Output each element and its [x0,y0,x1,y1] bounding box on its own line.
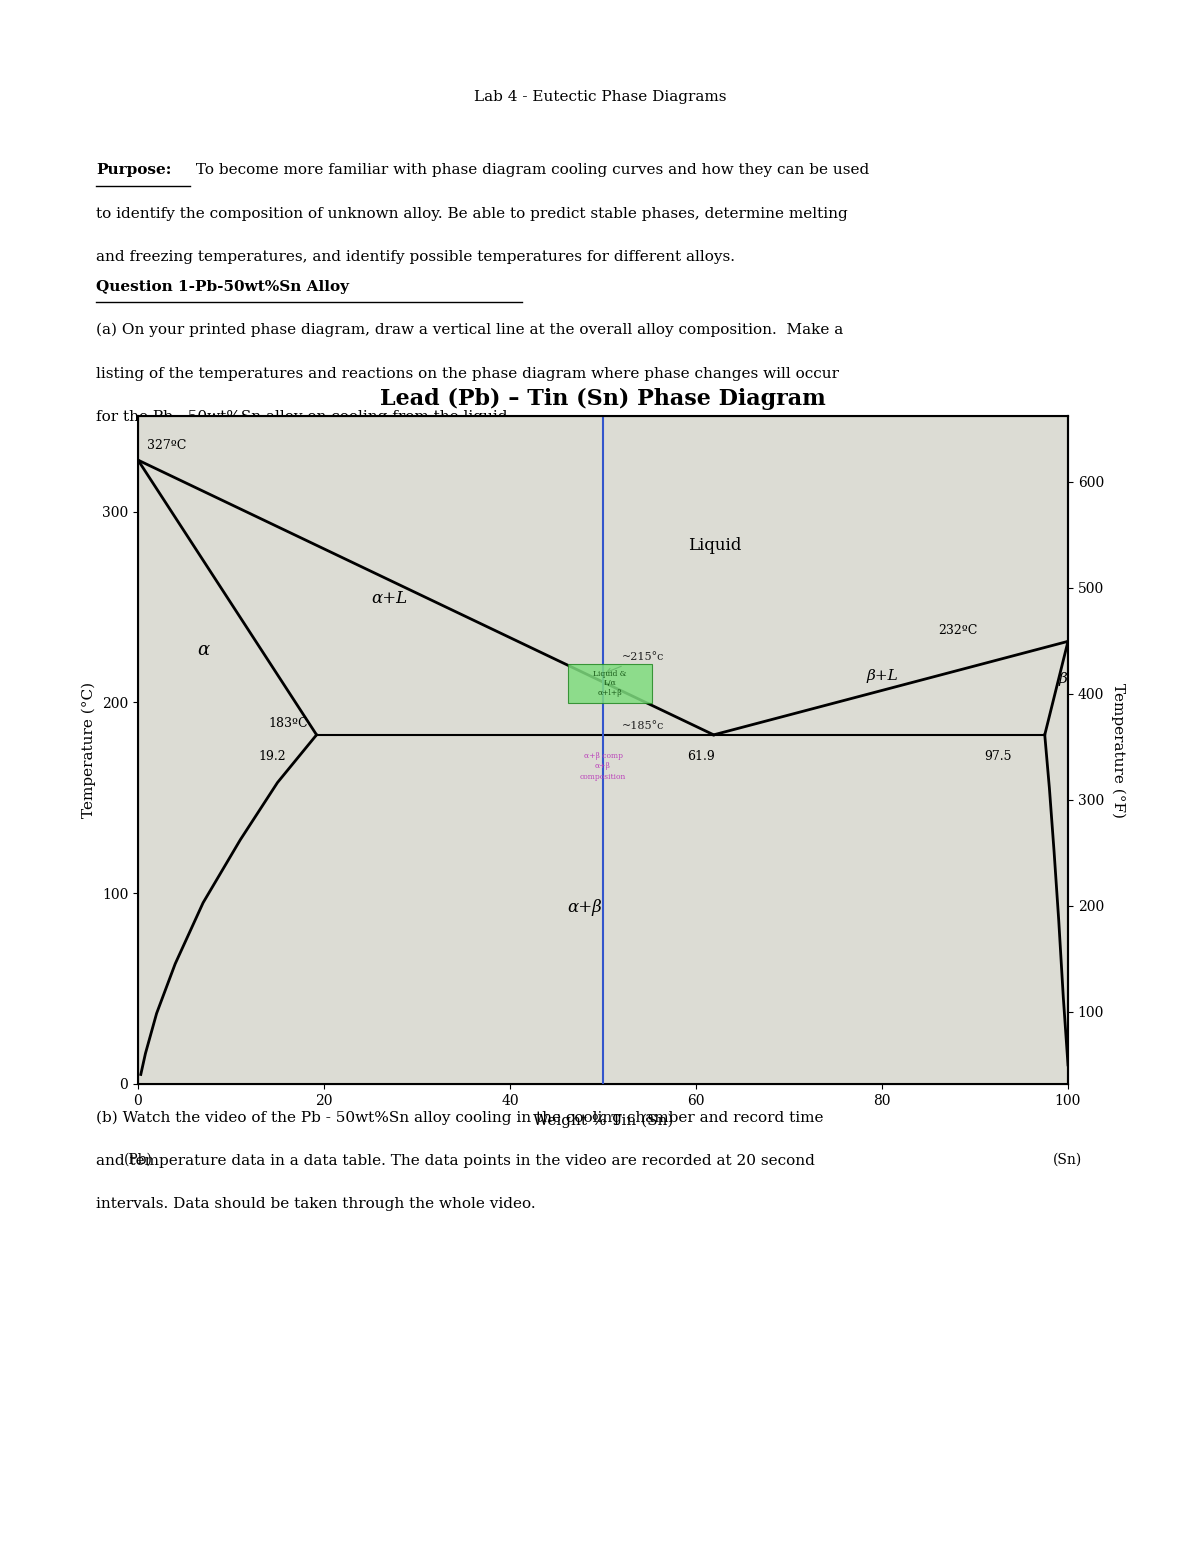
Text: 61.9: 61.9 [686,750,714,763]
Text: and temperature data in a data table. The data points in the video are recorded : and temperature data in a data table. Th… [96,1154,815,1168]
Text: β+L: β+L [866,668,898,682]
Text: ~215°c: ~215°c [607,652,664,672]
Text: for the Pb - 50wt%Sn alloy on cooling from the liquid.: for the Pb - 50wt%Sn alloy on cooling fr… [96,410,512,424]
Text: listing of the temperatures and reactions on the phase diagram where phase chang: listing of the temperatures and reaction… [96,367,839,380]
Text: 327ºC: 327ºC [148,438,187,452]
Text: α+β: α+β [568,899,601,916]
Y-axis label: Temperature (°F): Temperature (°F) [1110,683,1124,817]
Title: Lead (Pb) – Tin (Sn) Phase Diagram: Lead (Pb) – Tin (Sn) Phase Diagram [380,388,826,410]
Text: α+L: α+L [371,590,407,607]
Text: Liquid: Liquid [688,537,742,554]
Text: 19.2: 19.2 [259,750,287,763]
X-axis label: Weight % Tin (Sn): Weight % Tin (Sn) [533,1114,673,1127]
Text: 97.5: 97.5 [984,750,1012,763]
Text: (a) On your printed phase diagram, draw a vertical line at the overall alloy com: (a) On your printed phase diagram, draw … [96,323,844,337]
Text: 232ºC: 232ºC [938,624,977,637]
FancyBboxPatch shape [568,663,653,704]
Text: β: β [1058,672,1068,686]
Text: ~185°c: ~185°c [622,721,664,731]
Text: to identify the composition of unknown alloy. Be able to predict stable phases, : to identify the composition of unknown a… [96,207,847,221]
Text: (Sn): (Sn) [1054,1154,1082,1168]
Text: (Pb): (Pb) [124,1154,152,1168]
Text: α: α [197,641,209,658]
Text: Lab 4 - Eutectic Phase Diagrams: Lab 4 - Eutectic Phase Diagrams [474,90,726,104]
Text: Question 1-Pb-50wt%Sn Alloy: Question 1-Pb-50wt%Sn Alloy [96,280,349,294]
Text: Purpose:: Purpose: [96,163,172,177]
Text: To become more familiar with phase diagram cooling curves and how they can be us: To become more familiar with phase diagr… [191,163,869,177]
Text: (b) Watch the video of the Pb - 50wt%Sn alloy cooling in the cooling chamber and: (b) Watch the video of the Pb - 50wt%Sn … [96,1110,823,1124]
Text: intervals. Data should be taken through the whole video.: intervals. Data should be taken through … [96,1197,535,1211]
Text: 183ºC: 183ºC [269,717,308,730]
Y-axis label: Temperature (°C): Temperature (°C) [82,682,96,818]
Text: and freezing temperatures, and identify possible temperatures for different allo: and freezing temperatures, and identify … [96,250,734,264]
Text: α+β comp
α+β
composition: α+β comp α+β composition [580,752,626,781]
Text: Liquid &
L/α
α+l+β: Liquid & L/α α+l+β [593,671,626,696]
